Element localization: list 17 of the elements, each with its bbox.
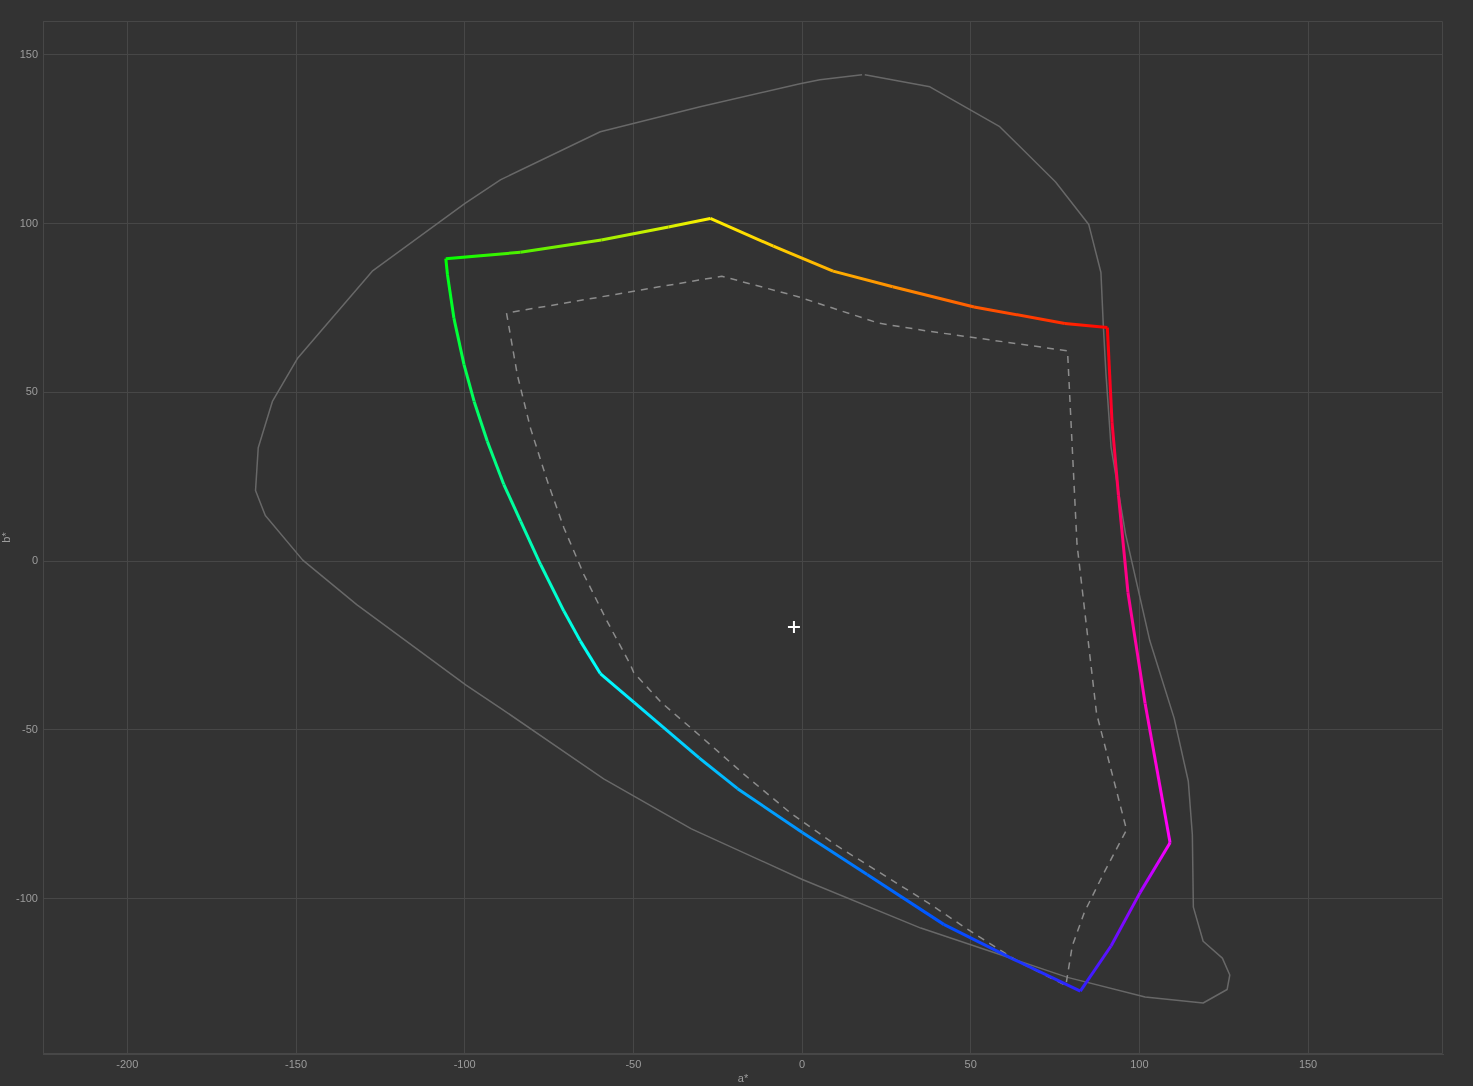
x-tick-label: -100 [453,1057,476,1070]
x-tick-label: 50 [964,1057,977,1070]
x-axis-title: a* [737,1072,749,1085]
y-tick-label: 0 [31,554,38,567]
x-tick-label: 100 [1130,1057,1149,1070]
y-tick-label: 100 [19,216,38,229]
y-tick-label: -50 [22,722,38,735]
x-tick-label: -50 [625,1057,642,1070]
x-tick-label: -150 [285,1057,308,1070]
x-tick-label: 0 [798,1057,806,1070]
line-series [505,275,1128,987]
y-tick-label: 50 [25,385,38,398]
y-tick-label: -100 [15,891,38,904]
y-tick-label: 150 [19,47,38,60]
x-tick-label: 150 [1298,1057,1318,1070]
y-axis-title: b* [0,531,12,543]
x-tick-label: -200 [116,1057,139,1070]
